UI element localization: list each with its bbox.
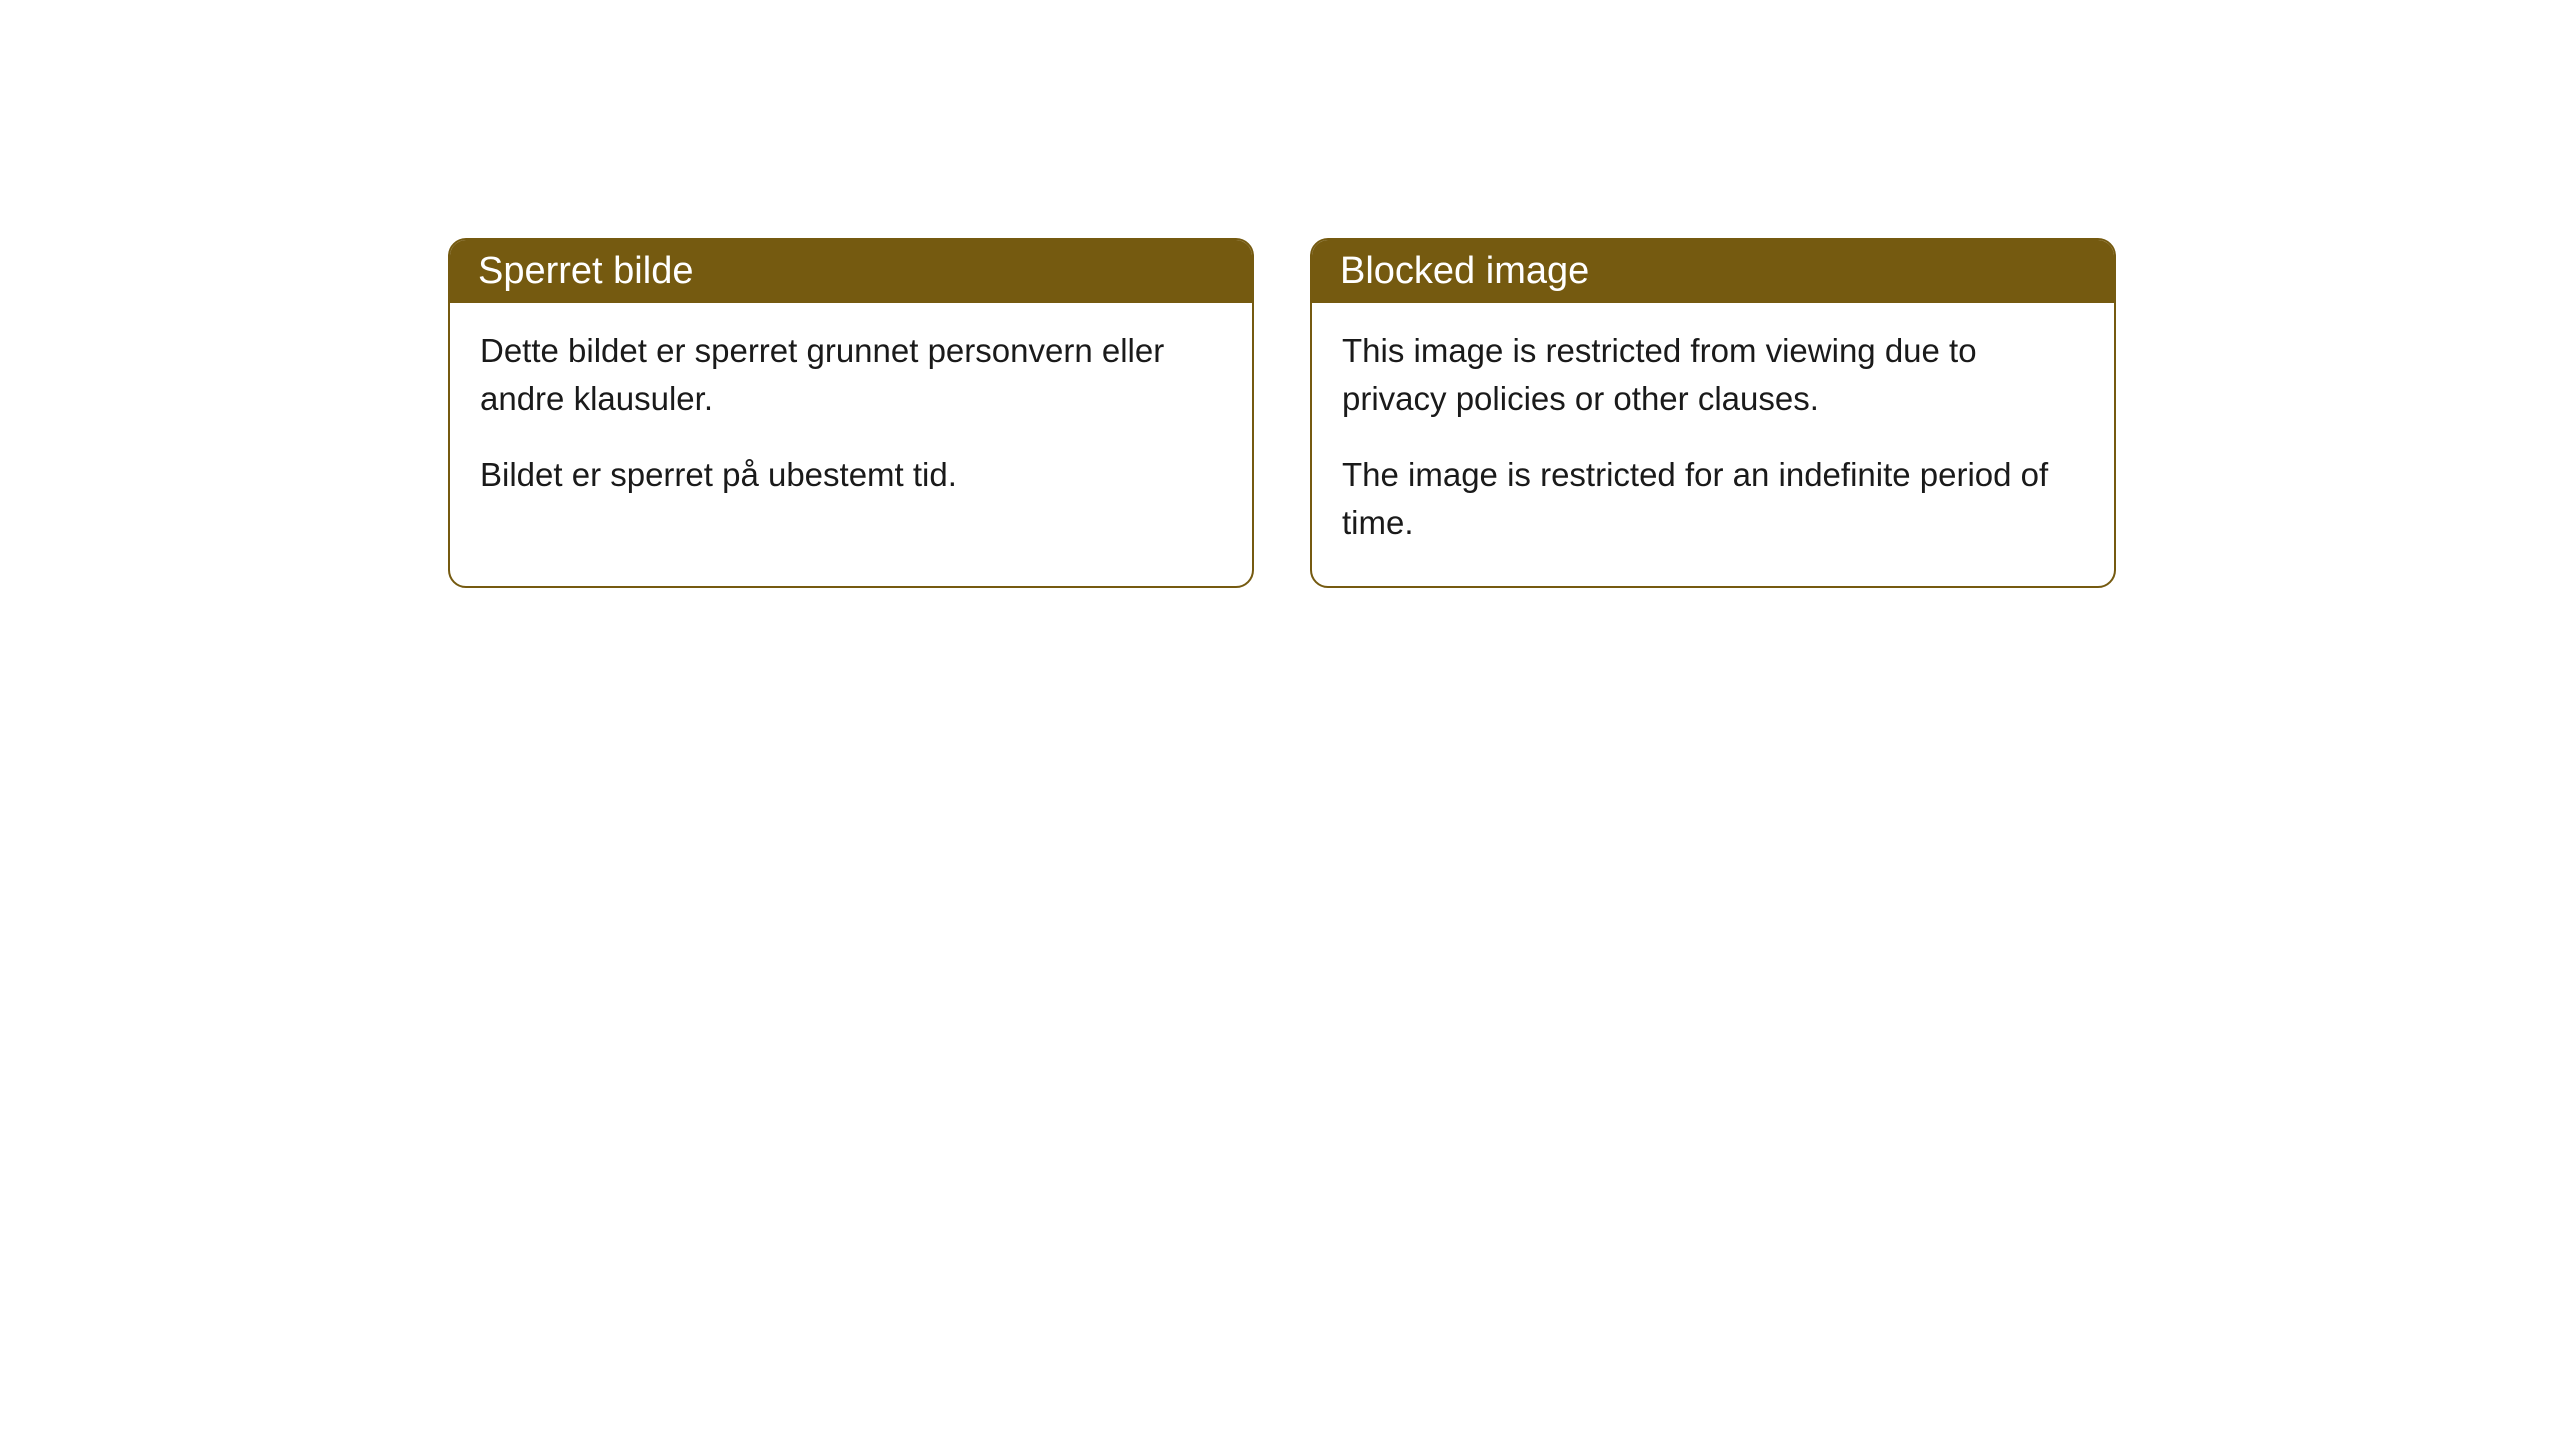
card-paragraph: Bildet er sperret på ubestemt tid. — [480, 451, 1222, 499]
card-header: Sperret bilde — [450, 240, 1252, 303]
notice-card-norwegian: Sperret bilde Dette bildet er sperret gr… — [448, 238, 1254, 588]
card-paragraph: The image is restricted for an indefinit… — [1342, 451, 2084, 547]
card-title: Blocked image — [1340, 250, 1589, 292]
notice-cards-container: Sperret bilde Dette bildet er sperret gr… — [448, 238, 2116, 588]
card-paragraph: Dette bildet er sperret grunnet personve… — [480, 327, 1222, 423]
notice-card-english: Blocked image This image is restricted f… — [1310, 238, 2116, 588]
card-body: This image is restricted from viewing du… — [1312, 303, 2114, 586]
card-title: Sperret bilde — [478, 250, 693, 292]
card-paragraph: This image is restricted from viewing du… — [1342, 327, 2084, 423]
card-body: Dette bildet er sperret grunnet personve… — [450, 303, 1252, 539]
card-header: Blocked image — [1312, 240, 2114, 303]
